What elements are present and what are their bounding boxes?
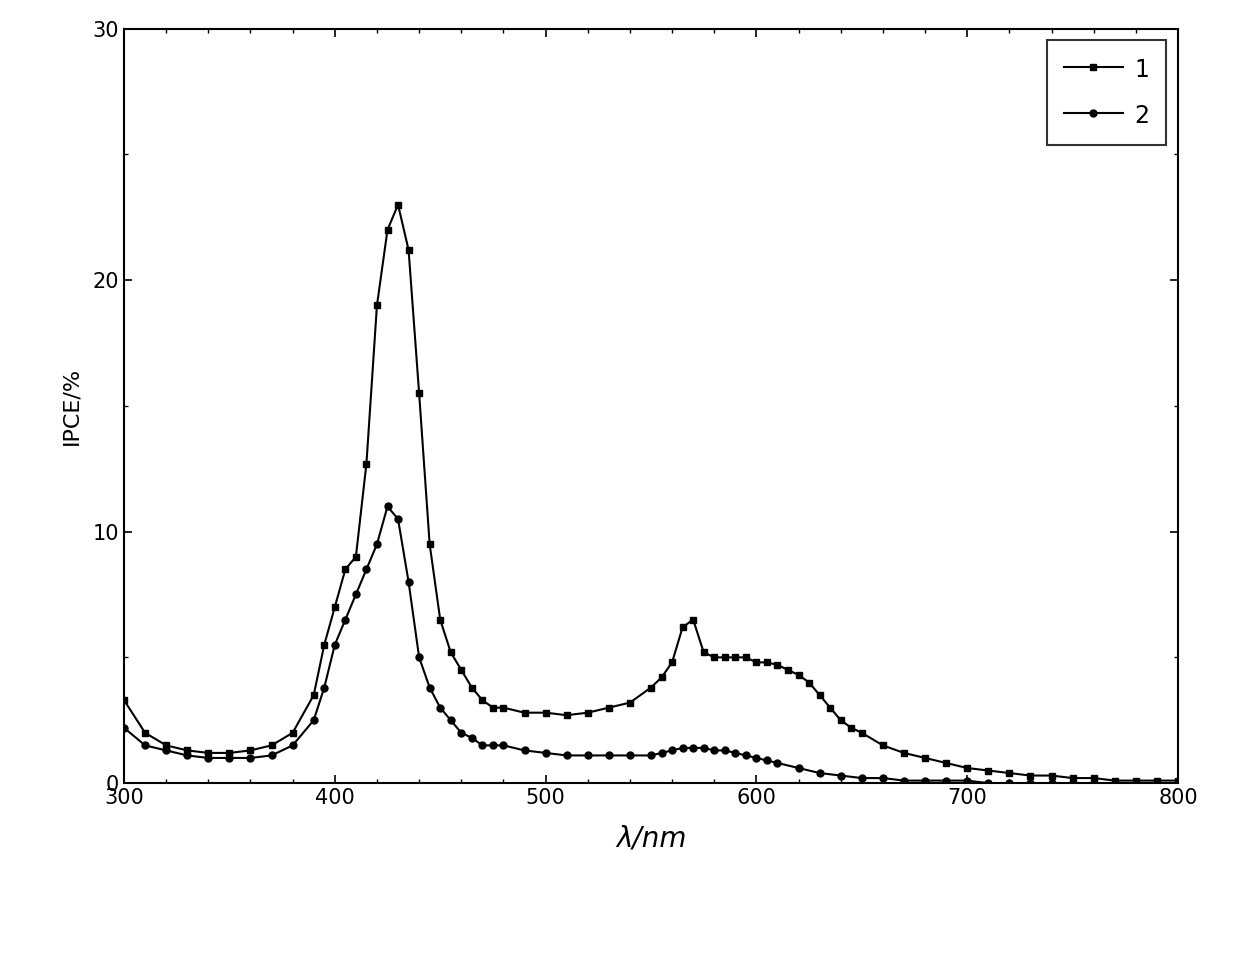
2 <box>897 775 911 786</box>
2 <box>381 500 396 512</box>
1 <box>559 710 574 721</box>
2 <box>222 753 237 764</box>
2 <box>391 514 405 525</box>
Legend: 1, 2: 1, 2 <box>1048 40 1166 145</box>
1 <box>1171 775 1185 786</box>
X-axis label: λ/nm: λ/nm <box>616 824 686 853</box>
1 <box>381 224 396 236</box>
1 <box>444 647 459 658</box>
2 <box>981 777 996 789</box>
Line: 2: 2 <box>120 503 1182 787</box>
1 <box>697 647 712 658</box>
2 <box>433 702 448 713</box>
2 <box>1171 777 1185 789</box>
1 <box>391 199 405 210</box>
1 <box>981 765 996 776</box>
1 <box>117 694 131 706</box>
2 <box>538 747 553 758</box>
Y-axis label: IPCE/%: IPCE/% <box>62 367 82 445</box>
2 <box>117 722 131 733</box>
1 <box>306 690 321 701</box>
2 <box>559 750 574 761</box>
Line: 1: 1 <box>120 202 1182 784</box>
1 <box>1107 775 1122 786</box>
